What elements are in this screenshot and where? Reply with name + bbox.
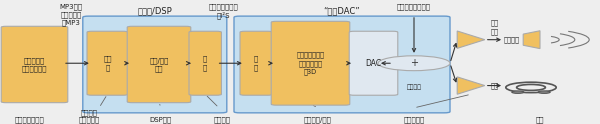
FancyBboxPatch shape xyxy=(240,31,272,95)
Text: “音频DAC”: “音频DAC” xyxy=(323,7,361,16)
FancyBboxPatch shape xyxy=(127,26,191,103)
Text: MP3编码
音频文件，
如MP3: MP3编码 音频文件， 如MP3 xyxy=(59,4,82,26)
Text: 数字信号增强，
加音量、均衡
和3D: 数字信号增强， 加音量、均衡 和3D xyxy=(296,52,325,75)
Circle shape xyxy=(538,91,550,93)
Text: 采样速率: 采样速率 xyxy=(214,117,230,123)
FancyBboxPatch shape xyxy=(83,16,227,113)
Text: 数字音频信号，
如I²S: 数字音频信号， 如I²S xyxy=(209,4,239,19)
Text: 处理器/DSP: 处理器/DSP xyxy=(137,7,172,16)
Circle shape xyxy=(512,91,524,93)
Text: 来自模拟源的输入: 来自模拟源的输入 xyxy=(397,4,431,10)
Text: 模拟滤波: 模拟滤波 xyxy=(407,85,421,90)
Text: DSP算法: DSP算法 xyxy=(149,117,172,123)
Text: +: + xyxy=(410,58,418,68)
Text: 位速率和
缓冲器大小: 位速率和 缓冲器大小 xyxy=(78,109,100,123)
FancyBboxPatch shape xyxy=(234,16,450,113)
FancyBboxPatch shape xyxy=(271,21,350,105)
Polygon shape xyxy=(457,31,485,48)
Text: 缓冲
器: 缓冲 器 xyxy=(103,56,112,71)
Text: 线路输出: 线路输出 xyxy=(504,36,520,43)
Text: 负载: 负载 xyxy=(536,117,544,123)
Circle shape xyxy=(378,56,450,71)
Text: 影响功耗的因素: 影响功耗的因素 xyxy=(15,117,45,123)
Text: 存储媒介，
如闪盘和硬盘: 存储媒介， 如闪盘和硬盘 xyxy=(22,57,47,72)
Text: 接
口: 接 口 xyxy=(254,56,259,71)
Text: 音频: 音频 xyxy=(491,28,499,35)
FancyBboxPatch shape xyxy=(189,31,221,95)
Text: DAC: DAC xyxy=(365,59,382,68)
Text: 信号: 信号 xyxy=(491,82,499,89)
Polygon shape xyxy=(457,77,485,94)
Text: 模拟: 模拟 xyxy=(491,19,499,26)
Text: 解码/信号
处理: 解码/信号 处理 xyxy=(149,57,169,72)
FancyBboxPatch shape xyxy=(349,31,398,95)
Polygon shape xyxy=(523,31,540,49)
Text: 电路设计/算法: 电路设计/算法 xyxy=(304,117,332,123)
FancyBboxPatch shape xyxy=(1,26,68,103)
Text: 接
口: 接 口 xyxy=(203,56,208,71)
FancyBboxPatch shape xyxy=(87,31,128,95)
Text: 放大器效率: 放大器效率 xyxy=(403,117,425,123)
